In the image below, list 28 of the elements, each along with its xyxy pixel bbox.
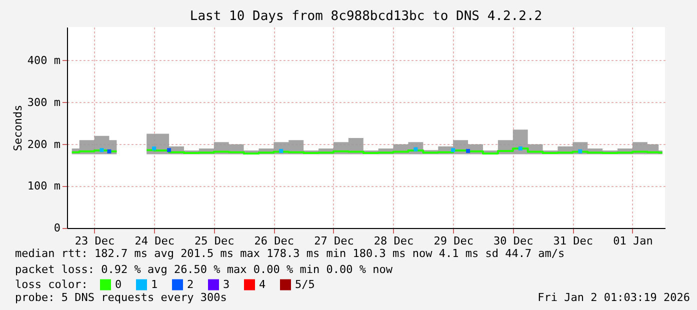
text: Fri Jan 2 01:03:19 2026: [538, 291, 690, 304]
legend-title: loss color:: [15, 278, 88, 291]
x-tick-label: 24 Dec: [134, 234, 174, 248]
x-tick-label: 23 Dec: [74, 234, 115, 248]
legend-label: 1: [151, 278, 158, 291]
legend-label: 5/5: [295, 278, 315, 291]
legend-label: 3: [223, 278, 230, 291]
legend-label: 0: [115, 278, 122, 291]
x-tick-label: 27 Dec: [314, 234, 354, 248]
x-tick-label: 25 Dec: [194, 234, 234, 248]
text: median rtt: 182.7 ms avg 201.5 ms max 178.3 ms min 180.3 ms now 4.1 ms sd 44.7 am/s: [15, 247, 565, 260]
x-tick-label: 26 Dec: [254, 234, 294, 248]
x-tick-label: 28 Dec: [374, 234, 414, 248]
legend-label: 2: [187, 278, 194, 291]
text: packet loss: 0.92 % avg 26.50 % max 0.00 % min 0.00 % now: [15, 263, 393, 276]
x-tick-label: 31 Dec: [553, 234, 594, 248]
chart-title: Last 10 Days from 8c988bcd13bc to DNS 4.2.2.2: [190, 9, 542, 24]
y-axis-title: Seconds: [11, 104, 24, 152]
y-tick-label: 400 m: [27, 54, 61, 67]
legend-label: 4: [259, 278, 266, 291]
x-tick-label: 01 Jan: [613, 234, 653, 248]
y-tick-label: 0: [54, 222, 60, 234]
x-tick-label: 30 Dec: [494, 234, 534, 248]
text: probe: 5 DNS requests every 300s: [15, 291, 227, 304]
y-tick-label: 300 m: [27, 96, 61, 109]
y-tick-label: 100 m: [27, 180, 61, 193]
x-tick-label: 29 Dec: [434, 234, 474, 248]
y-tick-label: 200 m: [27, 138, 61, 151]
